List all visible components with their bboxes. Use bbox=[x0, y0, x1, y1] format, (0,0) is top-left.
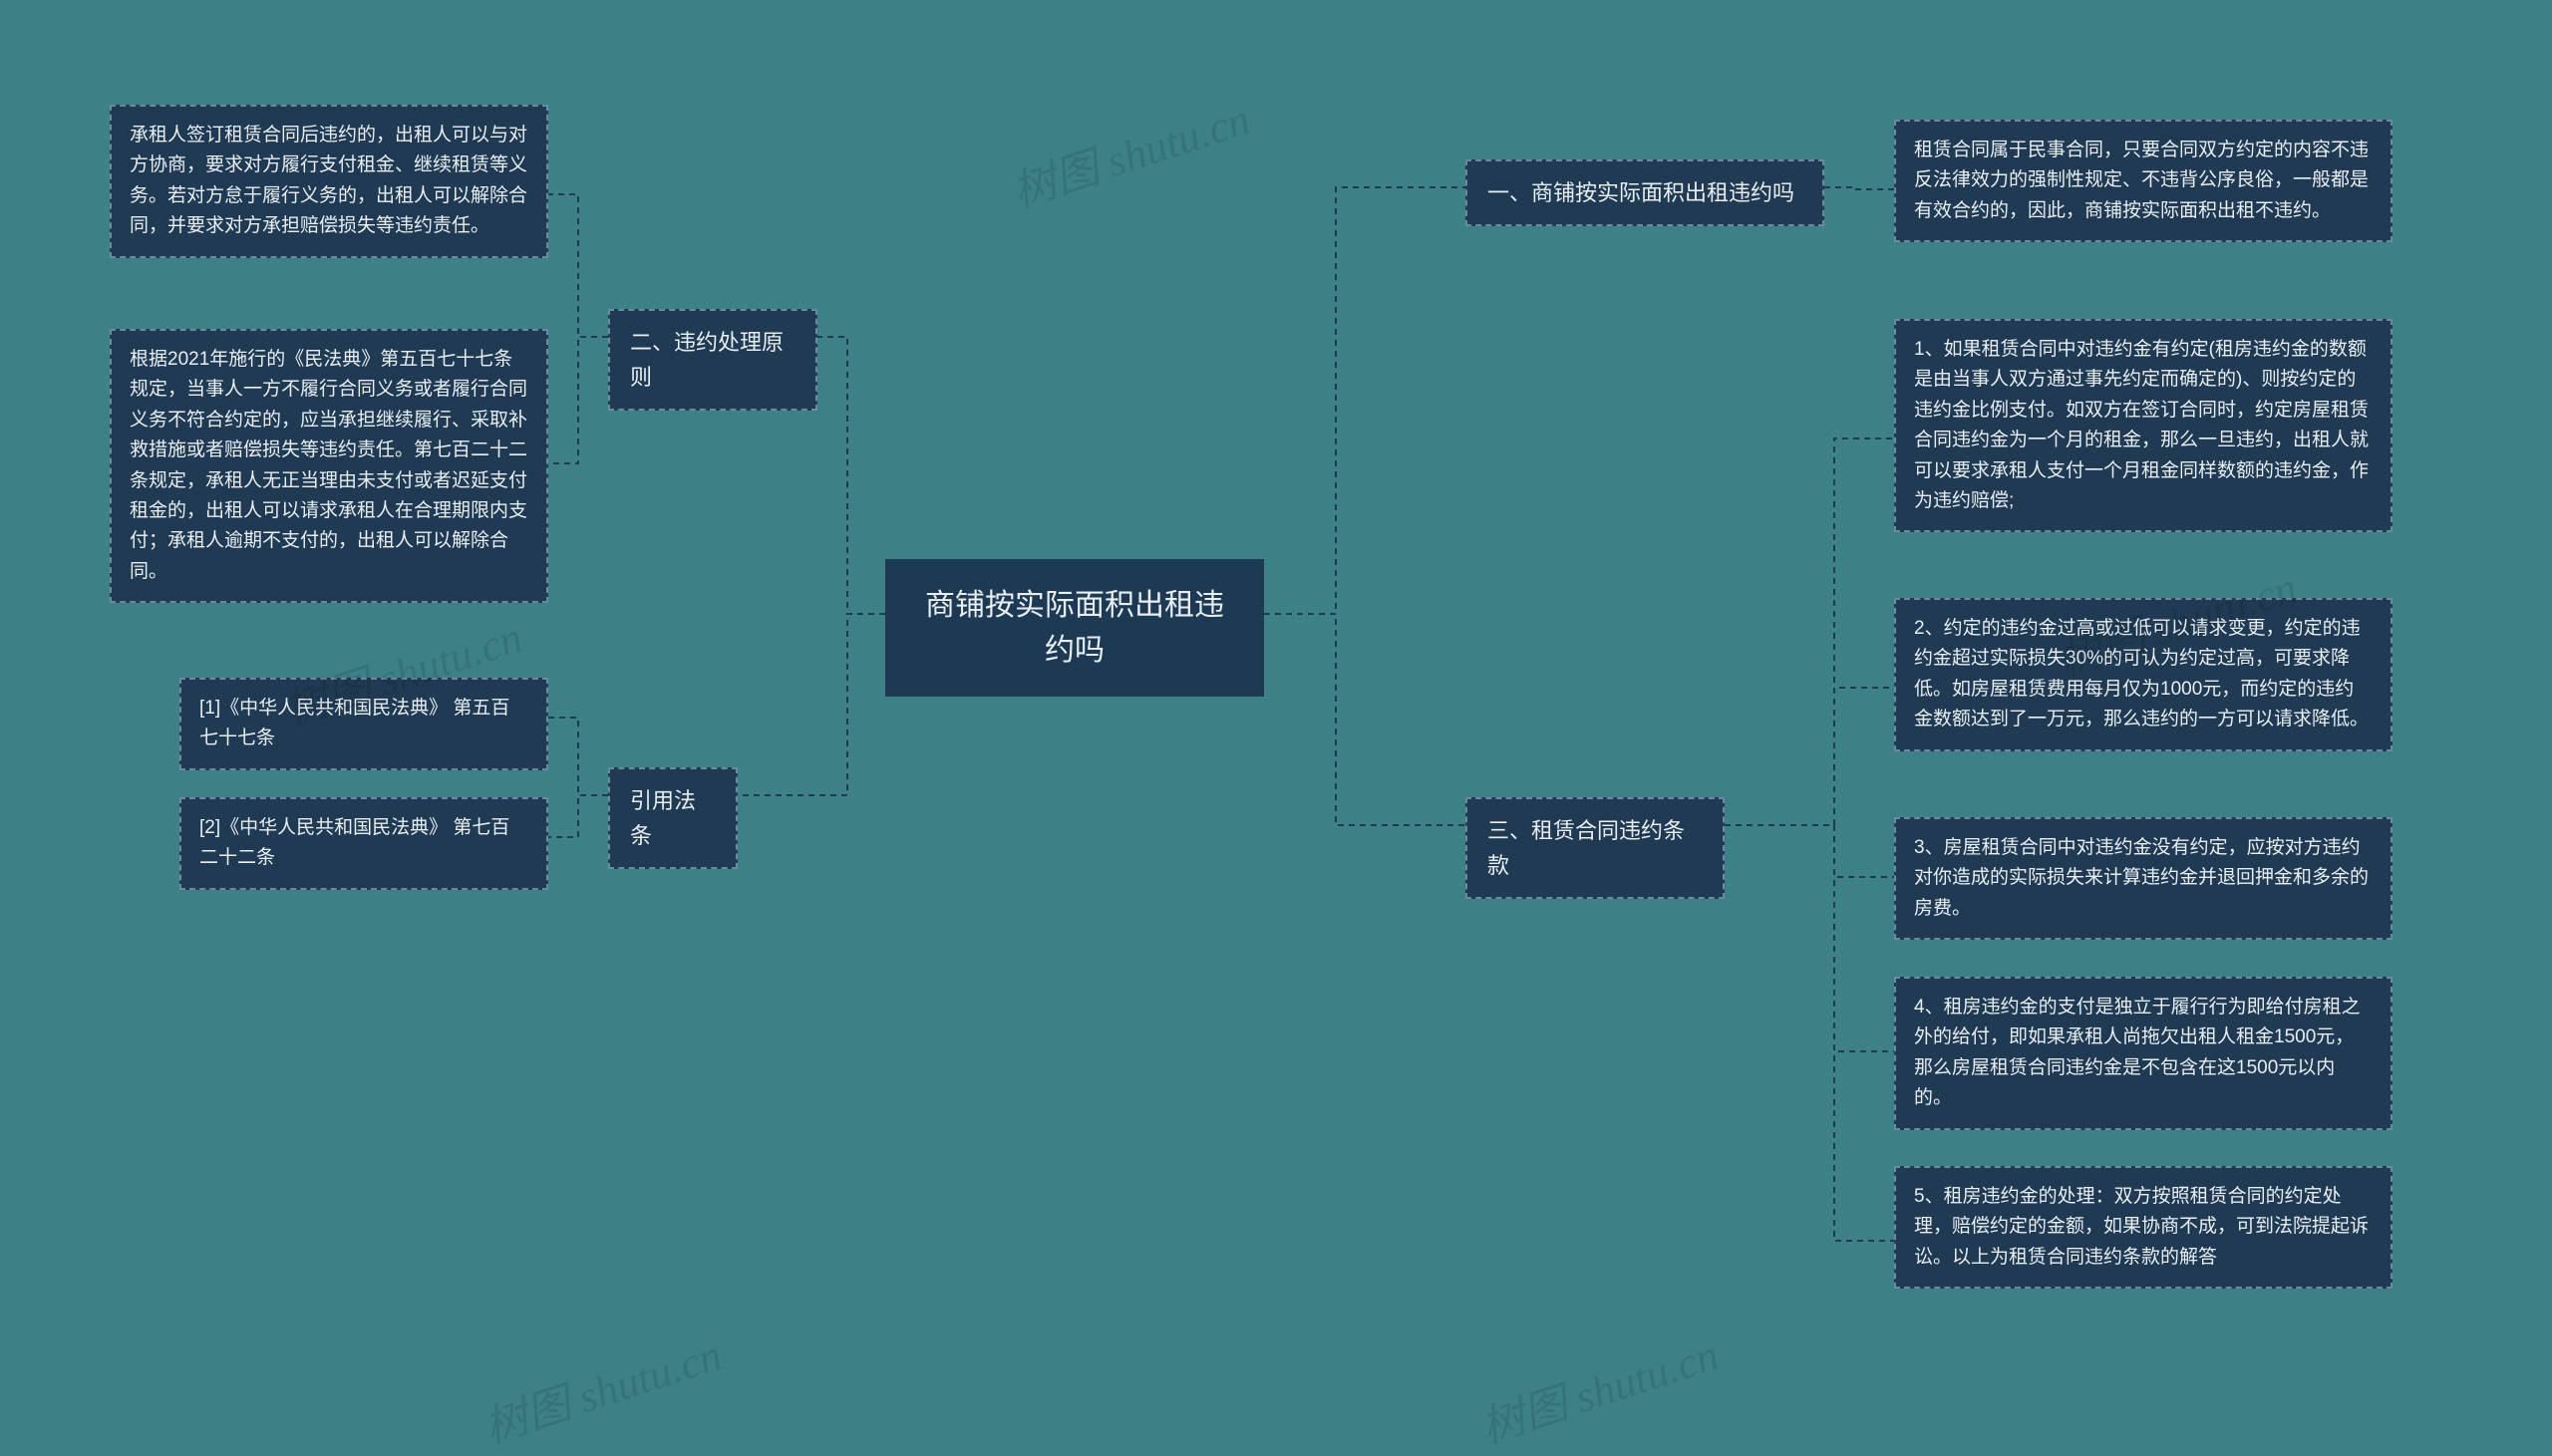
leaf-text: 2、约定的违约金过高或过低可以请求变更，约定的违约金超过实际损失30%的可认为约… bbox=[1914, 618, 2369, 729]
branch-4-leaf-0[interactable]: [1]《中华人民共和国民法典》 第五百七十七条 bbox=[179, 678, 548, 770]
branch-1-label: 一、商铺按实际面积出租违约吗 bbox=[1487, 180, 1794, 205]
branch-3-leaf-2[interactable]: 3、房屋租赁合同中对违约金没有约定，应按对方违约对你造成的实际损失来计算违约金并… bbox=[1894, 817, 2392, 940]
branch-3-leaf-1[interactable]: 2、约定的违约金过高或过低可以请求变更，约定的违约金超过实际损失30%的可认为约… bbox=[1894, 598, 2392, 751]
watermark: 树图 shutu.cn bbox=[1003, 83, 1257, 219]
branch-1[interactable]: 一、商铺按实际面积出租违约吗 bbox=[1465, 159, 1824, 226]
root-node[interactable]: 商铺按实际面积出租违约吗 bbox=[885, 559, 1264, 697]
branch-4[interactable]: 引用法条 bbox=[608, 767, 738, 869]
root-text: 商铺按实际面积出租违约吗 bbox=[925, 589, 1224, 667]
branch-2-leaf-0[interactable]: 承租人签订租赁合同后违约的，出租人可以与对方协商，要求对方履行支付租金、继续租赁… bbox=[110, 105, 548, 258]
branch-2-label: 二、违约处理原则 bbox=[630, 330, 784, 390]
branch-2[interactable]: 二、违约处理原则 bbox=[608, 309, 817, 411]
branch-4-leaf-1[interactable]: [2]《中华人民共和国民法典》 第七百二十二条 bbox=[179, 797, 548, 890]
leaf-text: [1]《中华人民共和国民法典》 第五百七十七条 bbox=[199, 698, 509, 748]
leaf-text: 根据2021年施行的《民法典》第五百七十七条规定，当事人一方不履行合同义务或者履… bbox=[130, 349, 527, 582]
watermark: 树图 shutu.cn bbox=[475, 1318, 729, 1455]
branch-4-label: 引用法条 bbox=[630, 788, 696, 848]
leaf-text: 1、如果租赁合同中对违约金有约定(租房违约金的数额是由当事人双方通过事先约定而确… bbox=[1914, 339, 2369, 511]
leaf-text: 4、租房违约金的支付是独立于履行行为即给付房租之外的给付，即如果承租人尚拖欠出租… bbox=[1914, 997, 2361, 1108]
branch-3-leaf-4[interactable]: 5、租房违约金的处理：双方按照租赁合同的约定处理，赔偿约定的金额，如果协商不成，… bbox=[1894, 1166, 2392, 1289]
leaf-text: 3、房屋租赁合同中对违约金没有约定，应按对方违约对你造成的实际损失来计算违约金并… bbox=[1914, 837, 2369, 919]
leaf-text: 承租人签订租赁合同后违约的，出租人可以与对方协商，要求对方履行支付租金、继续租赁… bbox=[130, 125, 527, 236]
branch-3-leaf-0[interactable]: 1、如果租赁合同中对违约金有约定(租房违约金的数额是由当事人双方通过事先约定而确… bbox=[1894, 319, 2392, 532]
leaf-text: 5、租房违约金的处理：双方按照租赁合同的约定处理，赔偿约定的金额，如果协商不成，… bbox=[1914, 1186, 2369, 1268]
leaf-text: 租赁合同属于民事合同，只要合同双方约定的内容不违反法律效力的强制性规定、不违背公… bbox=[1914, 140, 2369, 221]
branch-3-leaf-3[interactable]: 4、租房违约金的支付是独立于履行行为即给付房租之外的给付，即如果承租人尚拖欠出租… bbox=[1894, 977, 2392, 1130]
leaf-text: [2]《中华人民共和国民法典》 第七百二十二条 bbox=[199, 817, 509, 868]
branch-2-leaf-1[interactable]: 根据2021年施行的《民法典》第五百七十七条规定，当事人一方不履行合同义务或者履… bbox=[110, 329, 548, 603]
branch-1-leaf-0[interactable]: 租赁合同属于民事合同，只要合同双方约定的内容不违反法律效力的强制性规定、不违背公… bbox=[1894, 120, 2392, 242]
watermark: 树图 shutu.cn bbox=[1471, 1318, 1726, 1455]
branch-3[interactable]: 三、租赁合同违约条款 bbox=[1465, 797, 1725, 899]
branch-3-label: 三、租赁合同违约条款 bbox=[1487, 818, 1685, 878]
